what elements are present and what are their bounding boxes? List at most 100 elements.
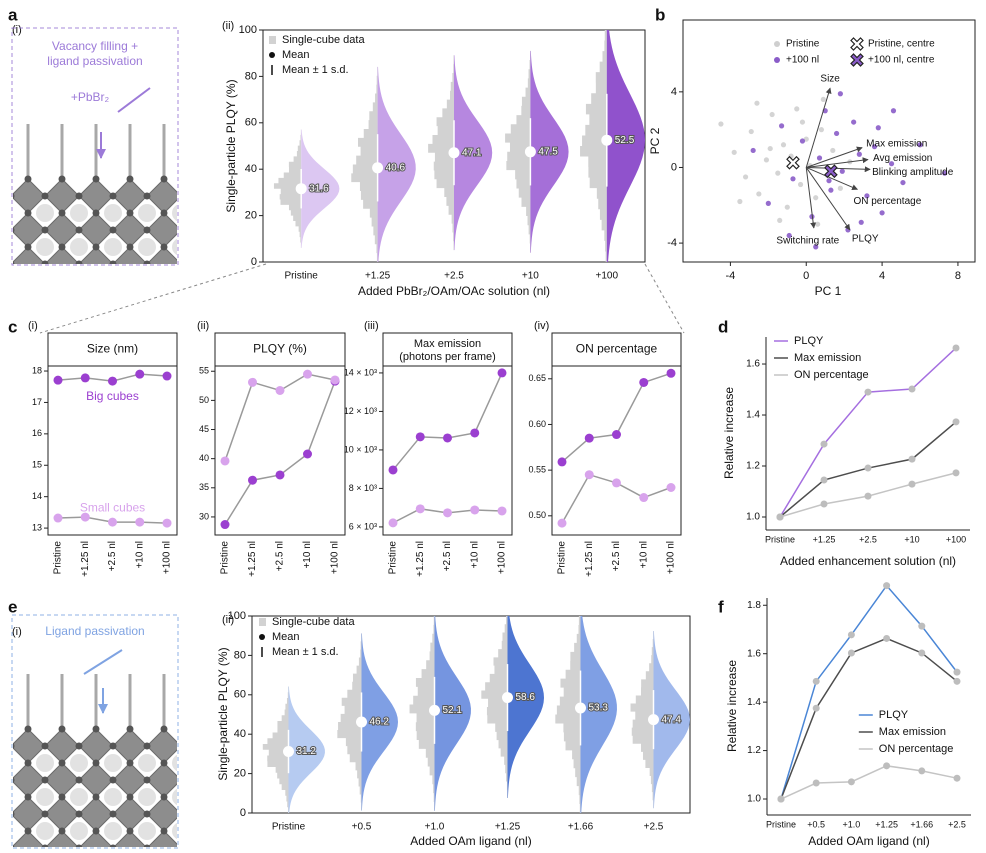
marker (666, 482, 676, 492)
x-axis-label: Added OAm ligand (nl) (410, 834, 531, 848)
x-tick-label: +2.5 nl (442, 541, 453, 571)
cation (104, 204, 122, 222)
octahedron (181, 247, 215, 281)
atom (178, 845, 185, 852)
marker (497, 506, 507, 516)
x-tick-label: +1.0 (843, 819, 861, 829)
panel-label: b (655, 5, 665, 24)
atom (24, 725, 32, 733)
atom (161, 278, 168, 285)
legend-icon (850, 53, 864, 67)
marker (864, 492, 872, 500)
x-tick-label: +1.25 nl (584, 541, 595, 577)
mean-dot (372, 162, 384, 174)
plot-frame (682, 19, 976, 263)
series-line (392, 372, 503, 471)
y-tick-label: 55 (199, 366, 209, 376)
x-tick-label: Pristine (557, 541, 568, 575)
single-cube-histogram (273, 129, 302, 248)
loading-label: Blinking amplitude (872, 167, 954, 178)
atom (144, 295, 151, 302)
x-tick-label: +10 (522, 271, 539, 282)
octahedron (13, 246, 46, 264)
point (813, 195, 819, 201)
point (856, 151, 862, 157)
marker (220, 456, 230, 466)
point (756, 191, 762, 197)
point (828, 187, 834, 193)
atom (75, 742, 83, 750)
y-tick-label: -4 (667, 237, 677, 249)
atom (92, 725, 100, 733)
schematic-frame (11, 27, 179, 266)
atom (41, 260, 49, 264)
legend-icon (850, 37, 864, 51)
loading-label: Max emission (866, 138, 927, 149)
marker (557, 518, 567, 528)
marker (275, 470, 285, 480)
atom (58, 793, 66, 801)
cation (70, 238, 88, 256)
x-tick-label: +0.5 (807, 819, 825, 829)
cation (104, 754, 122, 772)
legend-label: Max emission (794, 352, 861, 364)
cation (36, 238, 54, 256)
atom (8, 295, 15, 302)
mean-dot (648, 714, 659, 726)
marker (952, 344, 960, 352)
cation (70, 754, 88, 772)
atom (92, 793, 100, 801)
legend-label: +100 nl, centre (868, 55, 935, 66)
y-tick-label: 15 (32, 460, 42, 470)
value-label: 40.6 (386, 162, 406, 173)
marker (812, 677, 820, 685)
x-tick-label: +10 nl (302, 541, 313, 569)
legend-icon (259, 618, 266, 626)
point (742, 174, 749, 180)
atom (160, 209, 168, 217)
marker (557, 457, 567, 467)
atom (178, 261, 185, 268)
lattice (8, 124, 215, 302)
marker (918, 767, 926, 775)
y-tick-label: 40 (199, 453, 209, 463)
atom (41, 742, 49, 750)
marker (248, 475, 257, 485)
x-tick-label: +1.25 (813, 534, 836, 544)
y-tick-label: 14 × 10³ (344, 367, 377, 377)
atom (24, 827, 32, 835)
series-annotation: Small cubes (80, 500, 145, 514)
marker (864, 388, 872, 396)
violin (507, 616, 544, 799)
octahedron (181, 179, 215, 213)
y-tick-label: 12 × 10³ (344, 406, 377, 416)
atom (143, 742, 151, 750)
atom (41, 226, 49, 234)
panel-subtitle: (photons per frame) (399, 351, 496, 363)
point (890, 108, 897, 114)
y-tick-label: 0 (671, 161, 677, 173)
x-tick-label: +1.25 (495, 822, 521, 833)
octahedron (79, 830, 113, 847)
single-cube-histogram (428, 55, 454, 251)
value-label: 58.6 (516, 692, 536, 703)
atom (92, 759, 100, 767)
cation (36, 822, 54, 840)
y-tick-label: 17 (32, 397, 42, 407)
loading-label: Switching rate (776, 236, 839, 247)
atom (24, 759, 32, 767)
atom (126, 209, 134, 217)
schematic-frame (11, 614, 179, 849)
atom (109, 776, 117, 784)
cation (70, 204, 88, 222)
atom (143, 260, 151, 264)
marker (820, 476, 828, 484)
y-tick-label: 40 (245, 163, 257, 175)
sub-label: (ii) (197, 320, 209, 332)
atom (41, 776, 49, 784)
y-tick-label: 80 (245, 70, 257, 82)
sub-label: (iv) (534, 320, 549, 332)
atom (143, 192, 151, 200)
point (888, 161, 895, 167)
